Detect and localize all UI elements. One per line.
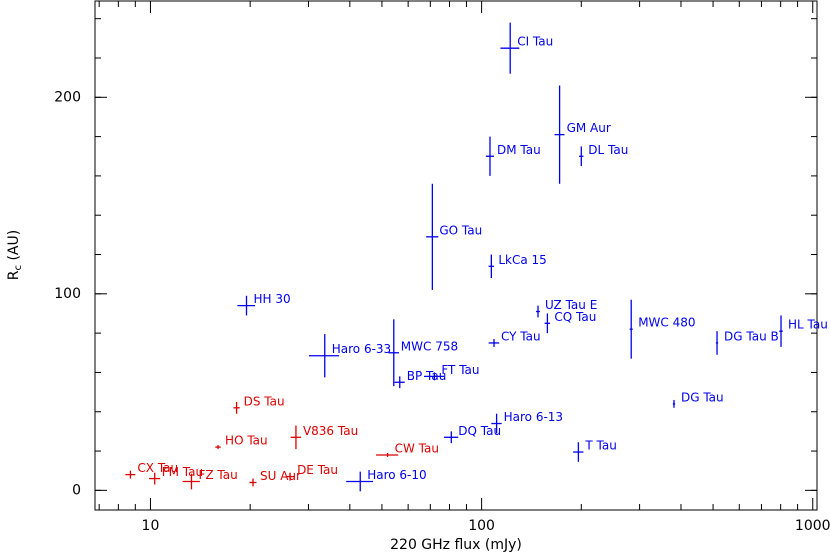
point-label: MWC 480 — [638, 316, 695, 330]
point-label: CI Tau — [517, 35, 553, 49]
point-label: FT Tau — [441, 363, 479, 377]
x-tick-label: 1000 — [795, 518, 830, 534]
point-label: MWC 758 — [401, 339, 458, 353]
point-label: CY Tau — [501, 329, 541, 343]
y-label-main: R — [6, 270, 22, 280]
point-label: HO Tau — [225, 434, 268, 448]
point-label: CX Tau — [137, 461, 178, 475]
point-label: HL Tau — [788, 318, 828, 332]
point-label: DG Tau — [681, 390, 724, 404]
y-label-rest: (AU) — [6, 230, 22, 265]
y-tick-label: 100 — [54, 286, 81, 302]
point-label: T Tau — [584, 439, 616, 453]
point-label: CQ Tau — [554, 310, 596, 324]
point-label: DS Tau — [244, 394, 285, 408]
y-tick-label: 0 — [72, 482, 81, 498]
plot-frame — [94, 0, 818, 511]
y-axis-label: Rc (AU) — [6, 230, 24, 280]
point-label: FM Tau — [162, 465, 203, 479]
point-label: Haro 6-33 — [332, 342, 391, 356]
y-label-sub: c — [13, 265, 24, 271]
point-label: LkCa 15 — [498, 253, 546, 267]
point-label: V836 Tau — [303, 424, 358, 438]
point-label: DQ Tau — [458, 424, 501, 438]
point-label: CW Tau — [395, 441, 439, 455]
x-axis-label: 220 GHz flux (mJy) — [390, 537, 522, 553]
point-label: Haro 6-13 — [504, 410, 563, 424]
point-label: GO Tau — [439, 223, 482, 237]
point-label: FZ Tau — [198, 468, 237, 482]
point-label: UZ Tau E — [545, 298, 597, 312]
x-tick-label: 10 — [142, 518, 160, 534]
y-tick-label: 200 — [54, 89, 81, 105]
point-label: DL Tau — [588, 143, 628, 157]
point-label: SU Aur — [260, 469, 301, 483]
x-tick-label: 100 — [468, 518, 495, 534]
point-label: Haro 6-10 — [367, 468, 426, 482]
point-label: GM Aur — [567, 121, 611, 135]
point-label: HH 30 — [254, 292, 291, 306]
point-label: DG Tau B — [724, 329, 779, 343]
point-label: DM Tau — [497, 143, 541, 157]
point-label: DE Tau — [297, 463, 338, 477]
